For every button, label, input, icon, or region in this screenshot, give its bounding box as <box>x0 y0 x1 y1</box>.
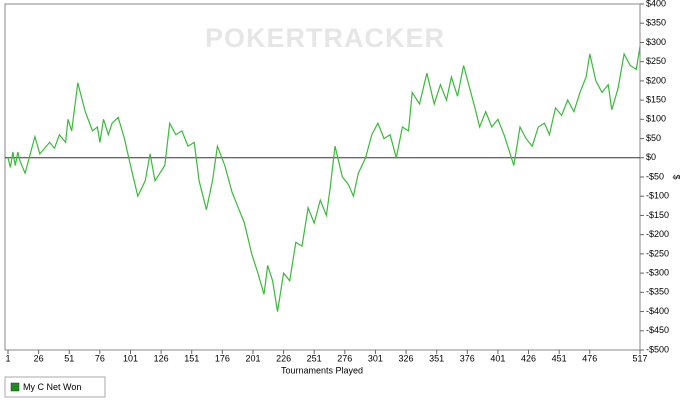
x-axis-label: Tournaments Played <box>281 365 363 375</box>
y-tick-label: $300 <box>646 37 666 47</box>
x-tick-label: 517 <box>632 353 647 363</box>
watermark: POKERTRACKER <box>205 23 445 53</box>
x-tick-label: 226 <box>276 353 291 363</box>
x-tick-label: 176 <box>215 353 230 363</box>
y-tick-label: -$500 <box>646 344 669 354</box>
y-tick-label: -$450 <box>646 325 669 335</box>
series-line <box>7 46 641 312</box>
y-tick-label: -$150 <box>646 210 669 220</box>
legend-swatch <box>10 382 20 392</box>
x-tick-label: 201 <box>245 353 260 363</box>
y-tick-label: $150 <box>646 94 666 104</box>
y-tick-label: $200 <box>646 75 666 85</box>
x-tick-label: 1 <box>5 353 10 363</box>
legend <box>4 376 106 398</box>
y-tick-label: $250 <box>646 56 666 66</box>
x-tick-label: 351 <box>429 353 444 363</box>
y-tick-label: $50 <box>646 133 661 143</box>
y-tick-label: -$300 <box>646 267 669 277</box>
y-tick-label: -$50 <box>646 171 664 181</box>
x-tick-label: 26 <box>34 353 44 363</box>
x-tick-label: 401 <box>490 353 505 363</box>
x-tick-label: 476 <box>582 353 597 363</box>
x-tick-label: 151 <box>184 353 199 363</box>
x-tick-label: 126 <box>154 353 169 363</box>
y-axis-label: $ <box>672 174 682 179</box>
x-tick-label: 451 <box>552 353 567 363</box>
y-tick-label: -$200 <box>646 229 669 239</box>
y-tick-label: $0 <box>646 152 656 162</box>
y-tick-label: $400 <box>646 0 666 8</box>
x-tick-label: 301 <box>368 353 383 363</box>
x-tick-label: 326 <box>399 353 414 363</box>
x-tick-label: 76 <box>95 353 105 363</box>
x-tick-label: 51 <box>64 353 74 363</box>
plot-frame <box>4 3 641 351</box>
y-tick-label: $350 <box>646 18 666 28</box>
x-tick-label: 426 <box>521 353 536 363</box>
y-tick-label: $100 <box>646 114 666 124</box>
y-tick-label: -$400 <box>646 306 669 316</box>
x-tick-label: 101 <box>123 353 138 363</box>
y-tick-label: -$100 <box>646 191 669 201</box>
legend-label: My C Net Won <box>23 382 81 392</box>
y-tick-label: -$250 <box>646 248 669 258</box>
x-tick-label: 276 <box>337 353 352 363</box>
x-tick-label: 376 <box>460 353 475 363</box>
y-tick-label: -$350 <box>646 287 669 297</box>
x-tick-label: 251 <box>307 353 322 363</box>
